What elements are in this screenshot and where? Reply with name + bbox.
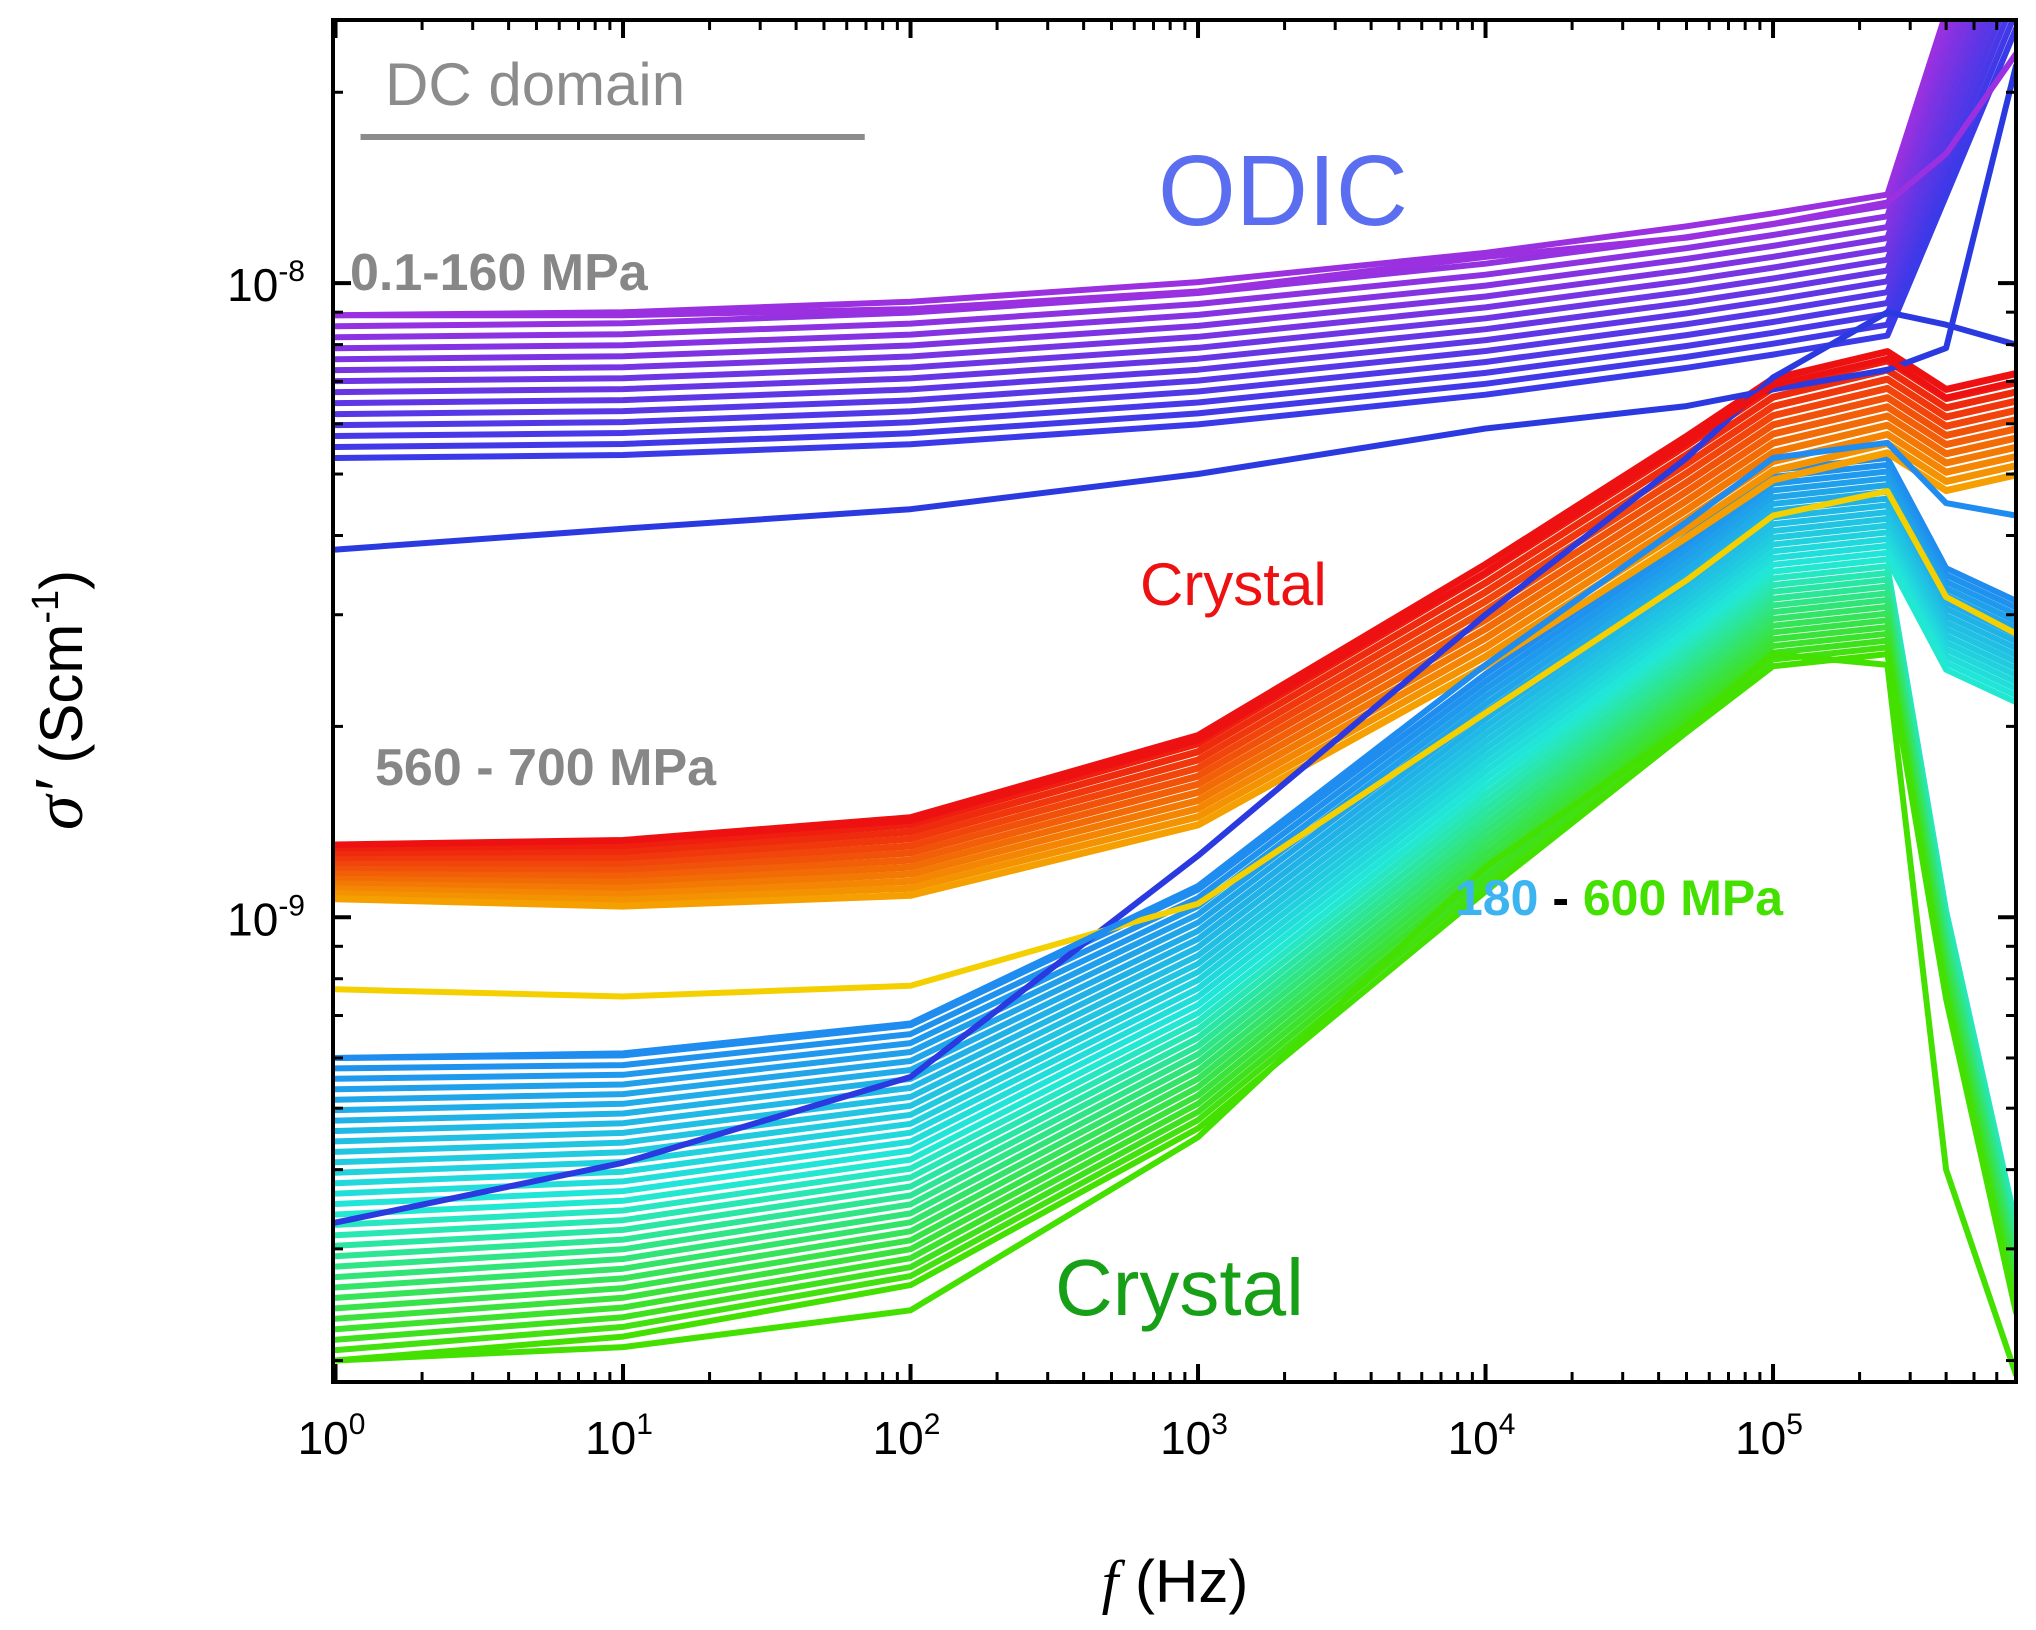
crystal-green-curve <box>333 515 2016 1155</box>
odic-curve <box>333 20 1973 374</box>
crystal-green-curve <box>333 549 2016 1207</box>
x-axis-label: f (Hz) <box>1102 1548 1249 1615</box>
odic-curve <box>333 20 1947 319</box>
odic-curve <box>333 20 2003 429</box>
odic-curve <box>333 20 1952 330</box>
dc-domain-label: DC domain <box>385 51 685 118</box>
crystal-green-curve <box>333 542 2016 1197</box>
crystal-green-curve <box>333 529 2016 1176</box>
crystal-green-label: Crystal <box>1055 1243 1304 1332</box>
crystal-red-label: Crystal <box>1140 551 1327 618</box>
crystal-green-curve <box>333 536 2016 1187</box>
crystal-green-curve <box>333 502 2016 1134</box>
x-tick-label: 104 <box>1448 1408 1516 1464</box>
crystal-green-curve <box>333 461 2016 1072</box>
crystal-red-curve <box>333 421 2016 892</box>
odic-curve <box>333 20 1962 352</box>
crystal-red-curve <box>333 375 2016 864</box>
crystal-red-curve <box>333 430 2016 898</box>
series-crystal-outlier <box>333 488 2016 1000</box>
odic-curve <box>333 20 1997 418</box>
odic-curve <box>333 20 1985 396</box>
x-tick-label: 102 <box>873 1408 941 1464</box>
x-tick-label: 103 <box>1160 1408 1228 1464</box>
crystal-red-curve <box>333 412 2016 886</box>
series-group <box>333 20 2016 1378</box>
pressure-high: 600 MPa <box>1583 870 1784 926</box>
crystal-red-pressure-label: 560 - 700 MPa <box>375 739 717 797</box>
odic-curve <box>333 20 1968 363</box>
crystal-green-pressure-label: 180 - 600 MPa <box>1455 870 1784 926</box>
pressure-low: 180 <box>1455 870 1538 926</box>
x-tick-label: 100 <box>298 1408 366 1464</box>
crystal-green-curve <box>333 556 2016 1218</box>
odic-curve <box>333 25 2016 461</box>
crystal-green-curve <box>333 651 2016 1364</box>
odic-label: ODIC <box>1158 135 1408 247</box>
odic-curve <box>333 20 2016 450</box>
crystal-red-curve <box>333 394 2016 874</box>
series-odic-transition <box>333 309 2016 1226</box>
crystal-green-curve <box>333 522 2016 1166</box>
series-crystal-600mpa <box>333 651 2016 1378</box>
series-crystal-180mpa <box>333 439 2016 1061</box>
pressure-dash: - <box>1538 870 1582 926</box>
odic-curve <box>333 20 1991 407</box>
odic-curve <box>333 20 1957 341</box>
series-odic-outlier <box>333 63 2016 553</box>
axes-group: 100 101 102 103 104 105 10-9 10-8 f (Hz) σ′ (Scm-… <box>21 20 2018 1615</box>
crystal-red-curve <box>333 366 2016 859</box>
crystal-green-curve <box>333 509 2016 1145</box>
series-odic-0.1mpa <box>333 50 2016 319</box>
y-tick-label: 10-9 <box>227 889 305 945</box>
odic-curve <box>333 20 2010 439</box>
annotations-group: DC domain ODIC 0.1-160 MPa Crystal 560 - 700… <box>350 51 1784 1332</box>
x-tick-label: 101 <box>585 1408 653 1464</box>
y-axis-label: σ′ (Scm-1) <box>21 570 98 830</box>
x-tick-label: 105 <box>1735 1408 1803 1464</box>
crystal-green-curve <box>333 475 2016 1093</box>
crystal-red-curve <box>333 403 2016 880</box>
odic-pressure-label: 0.1-160 MPa <box>350 244 649 302</box>
crystal-green-curve <box>333 468 2016 1082</box>
series-crystal-560mpa <box>333 355 2016 848</box>
y-tick-label: 10-8 <box>227 255 305 311</box>
plot-frame <box>331 18 2018 1384</box>
